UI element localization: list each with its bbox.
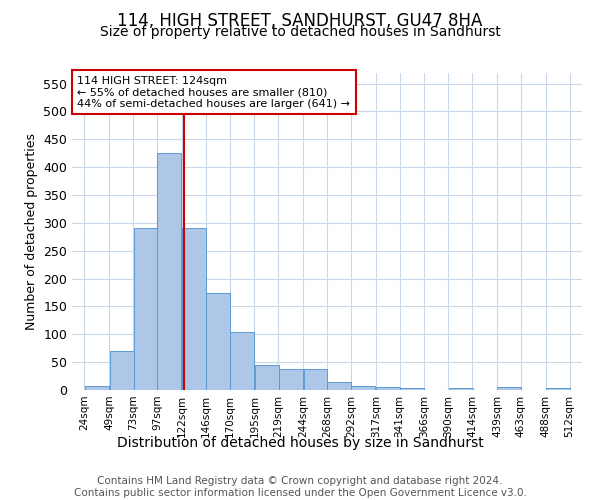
Text: Distribution of detached houses by size in Sandhurst: Distribution of detached houses by size … <box>116 436 484 450</box>
Text: 114 HIGH STREET: 124sqm
← 55% of detached houses are smaller (810)
44% of semi-d: 114 HIGH STREET: 124sqm ← 55% of detache… <box>77 76 350 109</box>
Bar <box>206 292 230 390</box>
Bar <box>279 370 302 390</box>
Bar <box>546 388 570 390</box>
Y-axis label: Number of detached properties: Number of detached properties <box>25 132 38 330</box>
Bar <box>376 387 400 390</box>
Bar <box>497 387 521 390</box>
Bar <box>85 386 109 390</box>
Bar <box>352 386 375 390</box>
Bar <box>110 351 134 390</box>
Bar <box>304 369 328 390</box>
Bar <box>157 154 181 390</box>
Bar <box>400 388 424 390</box>
Text: 114, HIGH STREET, SANDHURST, GU47 8HA: 114, HIGH STREET, SANDHURST, GU47 8HA <box>118 12 482 30</box>
Text: Contains HM Land Registry data © Crown copyright and database right 2024.
Contai: Contains HM Land Registry data © Crown c… <box>74 476 526 498</box>
Bar <box>328 382 352 390</box>
Bar <box>182 228 206 390</box>
Bar <box>449 388 473 390</box>
Bar <box>230 332 254 390</box>
Text: Size of property relative to detached houses in Sandhurst: Size of property relative to detached ho… <box>100 25 500 39</box>
Bar <box>255 366 279 390</box>
Bar <box>134 228 157 390</box>
